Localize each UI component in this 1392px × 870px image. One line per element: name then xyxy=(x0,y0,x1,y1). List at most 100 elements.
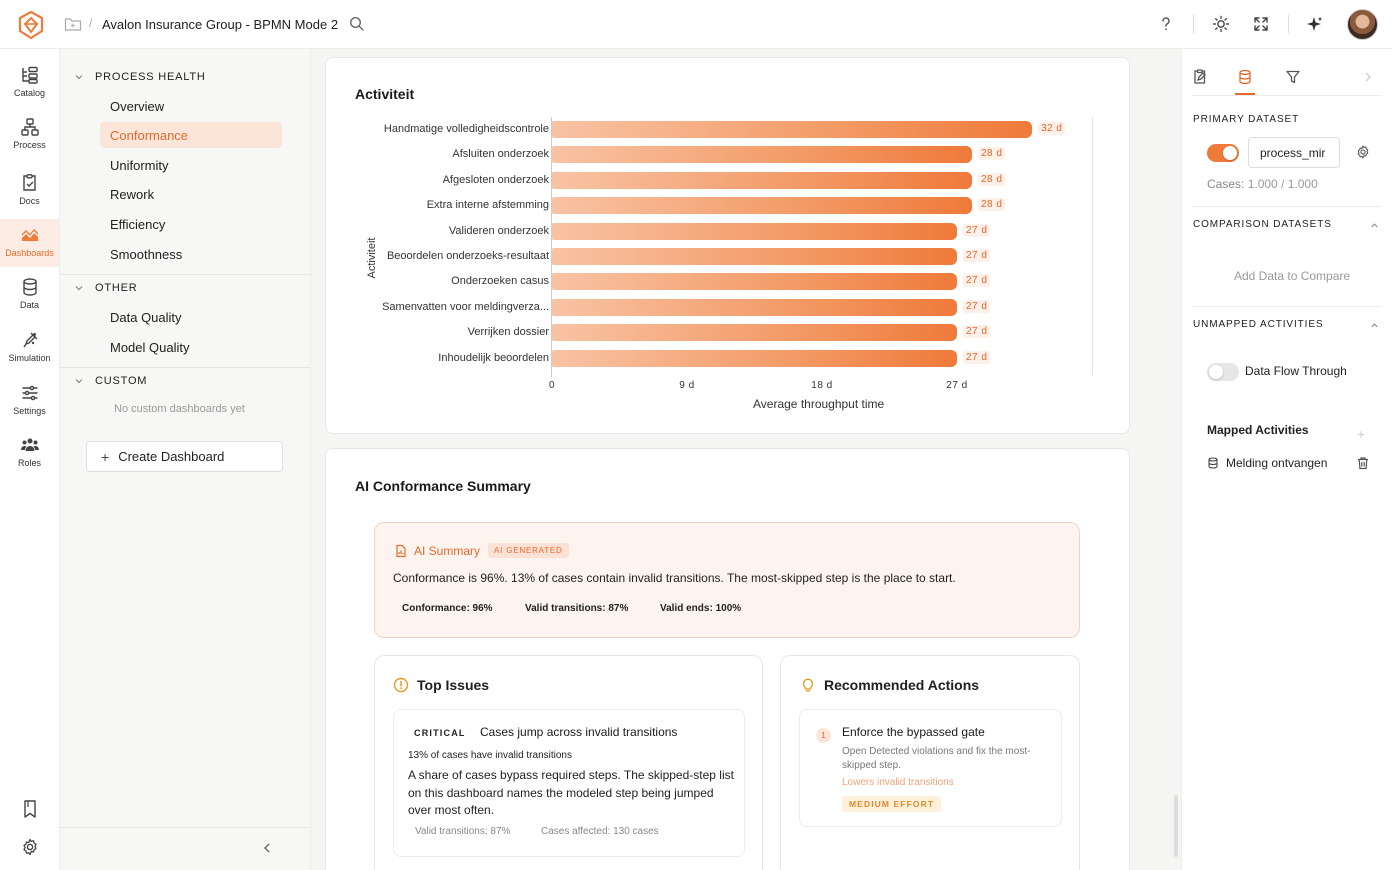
theme-sun-icon[interactable] xyxy=(1212,15,1230,33)
sparkle-ai-icon[interactable] xyxy=(1306,15,1324,33)
database-icon xyxy=(1208,457,1218,469)
ai-generated-badge: AI GENERATED xyxy=(488,543,569,558)
add-mapped-activity-icon[interactable]: + xyxy=(1357,426,1366,442)
action-impact-link[interactable]: Lowers invalid transitions xyxy=(842,777,954,788)
page-title[interactable]: Avalon Insurance Group - BPMN Mode 2 xyxy=(102,17,339,32)
rail-item-docs[interactable]: Docs xyxy=(0,167,59,215)
action-item[interactable]: 1 Enforce the bypassed gate Open Detecte… xyxy=(799,709,1062,827)
roles-icon xyxy=(20,438,39,451)
bookmark-icon[interactable] xyxy=(20,799,40,819)
nav-item-data-quality[interactable]: Data Quality xyxy=(110,309,182,325)
bar-category-label: Valideren onderzoek xyxy=(448,224,549,237)
rail-label: Docs xyxy=(19,196,40,206)
bar[interactable] xyxy=(552,324,957,342)
section-custom[interactable]: CUSTOM xyxy=(74,375,147,387)
divider xyxy=(60,827,311,828)
document-chart-icon xyxy=(396,544,406,557)
nav-item-uniformity[interactable]: Uniformity xyxy=(110,157,169,173)
bar-value-label: 27 d xyxy=(963,274,991,288)
rail-item-roles[interactable]: Roles xyxy=(0,429,59,477)
x-tick-label: 18 d xyxy=(811,380,833,391)
user-avatar[interactable] xyxy=(1347,9,1378,40)
primary-dataset-field[interactable]: process_mir xyxy=(1248,137,1340,168)
right-panel: PRIMARY DATASET process_mir Cases: 1.000… xyxy=(1181,49,1392,870)
chevron-right-icon[interactable] xyxy=(1362,69,1374,85)
rail-item-simulation[interactable]: Simulation xyxy=(0,324,59,372)
app-logo-icon[interactable] xyxy=(17,10,45,40)
ai-summary-box: AI Summary AI GENERATED Conformance is 9… xyxy=(374,522,1080,638)
effort-badge: MEDIUM EFFORT xyxy=(842,796,942,812)
primary-dataset-toggle[interactable] xyxy=(1207,144,1239,162)
data-icon xyxy=(22,278,37,296)
section-process-health[interactable]: PROCESS HEALTH xyxy=(74,71,206,83)
search-icon[interactable] xyxy=(349,16,365,32)
metric-pill-valid-transitions: Valid transitions: 87% xyxy=(525,603,629,614)
divider xyxy=(1192,95,1382,96)
bar[interactable] xyxy=(552,222,957,240)
bar-category-label: Handmatige volledigheidscontrole xyxy=(383,123,549,135)
rail-item-settings[interactable]: Settings xyxy=(0,377,59,425)
rail-label: Catalog xyxy=(13,88,46,98)
trash-icon[interactable] xyxy=(1356,456,1370,470)
divider xyxy=(1192,206,1382,207)
tab-edit-icon[interactable] xyxy=(1192,69,1208,85)
issue-description: A share of cases bypass required steps. … xyxy=(408,768,734,817)
bar[interactable] xyxy=(552,171,972,189)
chevron-up-icon[interactable] xyxy=(1370,221,1379,230)
chart-x-axis-label: Average throughput time xyxy=(753,397,885,411)
create-dashboard-button[interactable]: + Create Dashboard xyxy=(86,441,283,472)
metric-pill-valid-ends: Valid ends: 100% xyxy=(660,603,742,614)
bar-category-label: Inhoudelijk beoordelen xyxy=(438,351,549,364)
bar[interactable] xyxy=(552,197,972,215)
bar-value-label: 27 d xyxy=(963,249,991,262)
rail-item-dashboards[interactable]: Dashboards xyxy=(0,219,59,267)
button-label: Create Dashboard xyxy=(118,449,225,464)
chevron-up-icon[interactable] xyxy=(1370,321,1379,330)
nav-item-rework[interactable]: Rework xyxy=(110,186,155,202)
ai-summary-text: Conformance is 96%. 13% of cases contain… xyxy=(393,571,956,585)
data-flow-toggle[interactable] xyxy=(1207,363,1239,381)
nav-item-smoothness[interactable]: Smoothness xyxy=(110,246,183,262)
section-label: PROCESS HEALTH xyxy=(95,71,206,83)
fullscreen-icon[interactable] xyxy=(1252,15,1270,33)
bar[interactable] xyxy=(552,146,972,164)
mapped-activities-heading: Mapped Activities xyxy=(1207,423,1309,437)
rail-item-catalog[interactable]: Catalog xyxy=(0,59,59,107)
tab-dataset-icon[interactable] xyxy=(1237,69,1253,85)
recommended-actions-card: Recommended Actions 1 Enforce the bypass… xyxy=(780,655,1080,870)
nav-item-overview[interactable]: Overview xyxy=(110,98,165,114)
bar[interactable] xyxy=(552,349,957,367)
recommended-actions-title: Recommended Actions xyxy=(800,677,979,693)
bar-category-label: Afsluiten onderzoek xyxy=(452,148,549,161)
section-label: OTHER xyxy=(95,282,138,294)
active-tab-indicator xyxy=(1235,93,1255,95)
collapse-sidebar-icon[interactable] xyxy=(260,841,274,855)
mapped-activity-item[interactable]: Melding ontvangen xyxy=(1207,456,1327,470)
section-other[interactable]: OTHER xyxy=(74,282,138,294)
nav-item-efficiency[interactable]: Efficiency xyxy=(110,216,166,232)
ai-summary-header: AI Summary AI GENERATED xyxy=(394,543,569,558)
bar[interactable] xyxy=(552,248,957,265)
nav-item-model-quality[interactable]: Model Quality xyxy=(110,339,190,355)
issue-meta-cases: Cases affected: 130 cases xyxy=(541,826,659,837)
rail-item-process[interactable]: Process xyxy=(0,111,59,159)
toolbar-divider xyxy=(1193,15,1194,33)
folder-icon[interactable] xyxy=(64,16,82,32)
bar[interactable] xyxy=(552,273,957,291)
gear-icon[interactable] xyxy=(1355,144,1371,160)
rail-item-data[interactable]: Data xyxy=(0,271,59,319)
cases-count: Cases: 1.000 / 1.000 xyxy=(1207,177,1318,191)
gear-icon[interactable] xyxy=(20,837,40,857)
bar[interactable] xyxy=(552,121,1032,138)
rail-label: Roles xyxy=(17,458,41,468)
tab-filter-icon[interactable] xyxy=(1285,69,1301,85)
issue-item[interactable]: CRITICAL Cases jump across invalid trans… xyxy=(393,709,745,857)
icon-rail: Catalog Process Docs Dashboards Data Sim… xyxy=(0,49,60,870)
add-data-to-compare-button[interactable]: Add Data to Compare xyxy=(1234,269,1351,283)
bar[interactable] xyxy=(552,298,957,316)
breadcrumb-separator: / xyxy=(89,16,93,30)
main-scrollbar[interactable] xyxy=(1174,795,1178,857)
help-icon[interactable] xyxy=(1157,15,1175,33)
toolbar-divider xyxy=(1288,15,1289,33)
nav-item-conformance[interactable]: Conformance xyxy=(100,122,282,148)
